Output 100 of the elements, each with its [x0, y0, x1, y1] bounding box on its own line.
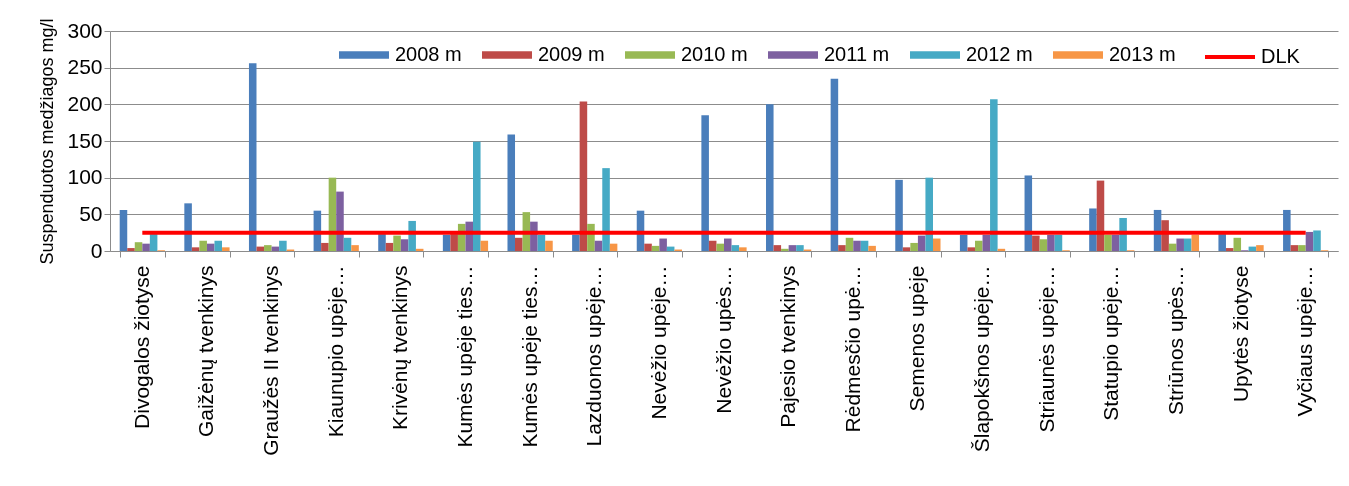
bar [537, 234, 546, 251]
bar [351, 245, 359, 251]
bar [473, 141, 481, 251]
x-tick-label: Divogalos žiotyse [129, 265, 153, 429]
bar [902, 247, 911, 251]
bar [1233, 237, 1242, 251]
bar [119, 209, 128, 251]
bar [336, 191, 344, 251]
bar [1032, 235, 1040, 251]
bar [781, 248, 789, 251]
bar [1191, 234, 1200, 251]
bar [1305, 231, 1314, 251]
bar [594, 240, 603, 251]
bar [716, 243, 724, 251]
x-tick-label: Pajesio tvenkinys [776, 265, 800, 428]
bar [400, 239, 409, 251]
bar [256, 246, 265, 251]
x-tick-label: Semenos upėje [905, 265, 929, 412]
bar [644, 243, 652, 251]
x-tick-label: Statupio upėje… [1099, 265, 1123, 421]
bar [1298, 245, 1306, 251]
x-tick-label: Rėdmesčio upė… [840, 265, 864, 433]
y-tick-label: 0 [90, 238, 103, 262]
bar [1313, 230, 1321, 251]
bar [974, 240, 983, 251]
y-tick-label: 50 [79, 201, 103, 225]
bar [264, 245, 272, 251]
legend-label: 2008 m [395, 43, 462, 65]
bar [959, 234, 968, 251]
x-tick-label: Krivėnų tvenkinys [388, 265, 412, 431]
legend-label: 2011 m [824, 43, 890, 65]
bar [442, 234, 451, 251]
x-tick-label: Kumės upėje ties… [517, 265, 541, 448]
bar [1104, 234, 1112, 251]
x-tick-label: Gaižėnų tvenkinys [194, 265, 218, 438]
bar [385, 242, 394, 251]
bar [868, 245, 876, 251]
bar [766, 104, 774, 251]
bar [1054, 234, 1063, 251]
bar [545, 240, 553, 251]
x-tick-label: Lazduonos upėje… [582, 265, 606, 447]
bar [214, 240, 223, 251]
bar [579, 101, 588, 251]
bar [1039, 239, 1048, 251]
y-tick-label: 150 [67, 128, 103, 152]
bar [731, 245, 740, 251]
bar [1183, 238, 1192, 251]
x-tick-label: Striūnos upės… [1163, 265, 1187, 415]
bar [1176, 238, 1184, 251]
x-tick-label: Vyčiaus upėje… [1293, 265, 1317, 417]
x-tick-label: Nevėžio upėje… [646, 265, 670, 420]
bar [659, 238, 667, 251]
bar [853, 240, 861, 251]
bar [1225, 248, 1234, 251]
bar [248, 63, 257, 251]
x-tick-label: Kumės upėje ties… [452, 265, 476, 448]
bar [982, 234, 991, 251]
legend-label: 2012 m [966, 43, 1033, 65]
bar [925, 177, 933, 251]
bar [724, 238, 732, 251]
bar [838, 245, 846, 251]
bar [967, 247, 975, 251]
bar [515, 237, 523, 251]
bar [845, 237, 854, 251]
bar [701, 115, 709, 251]
bar [796, 245, 804, 251]
bar [191, 247, 200, 251]
bar [199, 240, 207, 251]
bar [860, 240, 869, 251]
legend-label: 2009 m [538, 43, 605, 65]
legend-label: DLK [1261, 45, 1301, 67]
bar [1111, 234, 1120, 251]
bar [788, 245, 797, 251]
bar [602, 168, 610, 251]
bar [773, 245, 782, 251]
bar [1283, 209, 1291, 251]
bar [134, 242, 143, 251]
x-tick-label: Upytės žiotyse [1228, 265, 1252, 403]
bar [572, 234, 580, 251]
x-tick-label: Striaunės upėje… [1034, 265, 1058, 433]
bar [450, 234, 458, 251]
bar [1047, 234, 1055, 251]
bar [1218, 234, 1226, 251]
bar [1290, 245, 1299, 251]
bar [917, 235, 926, 251]
bar [895, 179, 903, 251]
bar [507, 134, 516, 251]
bar [279, 240, 287, 251]
bar [830, 78, 839, 251]
bar [222, 247, 230, 251]
legend-label: 2010 m [681, 43, 748, 65]
x-tick-label: Graužės II tvenkinys [259, 265, 283, 456]
bar [378, 234, 386, 251]
bar [1256, 245, 1264, 251]
bar [343, 237, 352, 251]
y-axis-title: Suspenduotos medžiagos mg/l [37, 18, 58, 265]
y-tick-label: 200 [67, 91, 103, 115]
bar [127, 248, 135, 251]
bar [739, 247, 747, 251]
x-tick-label: Nevėžio upės… [711, 265, 735, 414]
